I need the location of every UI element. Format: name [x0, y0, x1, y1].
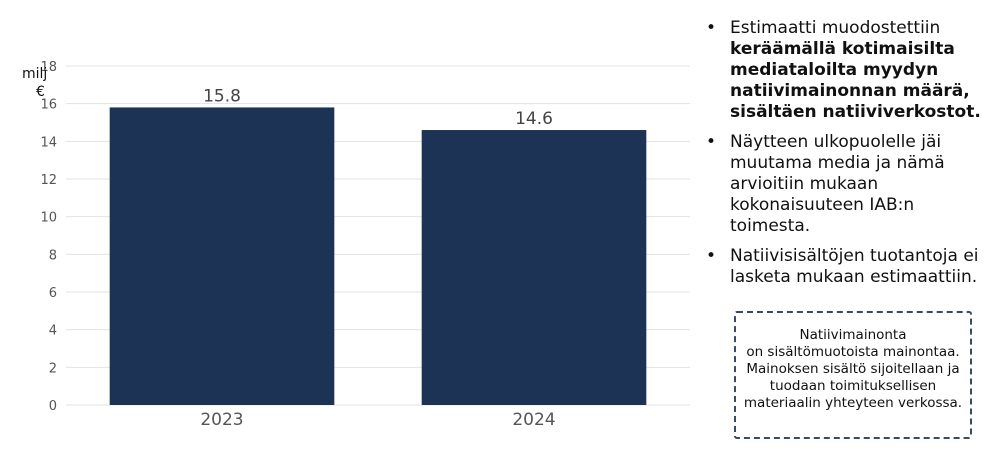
y-tick-label: 16 — [40, 98, 57, 113]
note-body: on sisältömuotoista mainontaa. Mainoksen… — [743, 344, 963, 411]
bullet-item-2: Näytteen ulkopuolelle jäi muutama media … — [706, 132, 991, 237]
bullet-item-1: Estimaatti muodostettiin keräämällä koti… — [706, 18, 991, 123]
bullet-2-text: Näytteen ulkopuolelle jäi muutama media … — [730, 132, 945, 236]
y-tick-label: 10 — [40, 211, 57, 226]
data-label-2024: 14.6 — [515, 109, 553, 129]
y-tick-label: 18 — [40, 60, 57, 75]
y-tick-label: 12 — [40, 173, 57, 188]
y-axis-unit-symbol: € — [36, 84, 45, 100]
definition-note-box: Natiivimainonta on sisältömuotoista main… — [734, 311, 972, 439]
bullet-list: Estimaatti muodostettiin keräämällä koti… — [706, 18, 991, 297]
x-tick-label-2023: 2023 — [200, 410, 243, 430]
y-tick-label: 0 — [49, 399, 57, 414]
bullet-1-bold-text: keräämällä kotimaisilta mediataloilta my… — [730, 39, 981, 122]
y-tick-label: 2 — [49, 361, 57, 376]
bar-2024 — [421, 130, 647, 406]
x-tick-label-2024: 2024 — [512, 410, 555, 430]
y-tick-label: 6 — [49, 286, 57, 301]
bullet-1-text: Estimaatti muodostettiin — [730, 18, 941, 38]
y-axis-unit-label: milj — [22, 66, 47, 82]
y-tick-label: 14 — [40, 135, 57, 150]
y-tick-label: 8 — [49, 248, 57, 263]
bar-2023 — [109, 107, 335, 405]
bullet-3-text: Natiivisisältöjen tuotantoja ei lasketa … — [730, 246, 979, 287]
note-heading: Natiivimainonta — [799, 327, 907, 343]
bullet-item-3: Natiivisisältöjen tuotantoja ei lasketa … — [706, 246, 991, 288]
y-tick-label: 4 — [49, 324, 57, 339]
data-label-2023: 15.8 — [203, 86, 241, 106]
bar-chart: 0 2 4 6 8 10 12 14 16 18 15.8 2023 14.6 2024 milj € — [22, 60, 690, 430]
